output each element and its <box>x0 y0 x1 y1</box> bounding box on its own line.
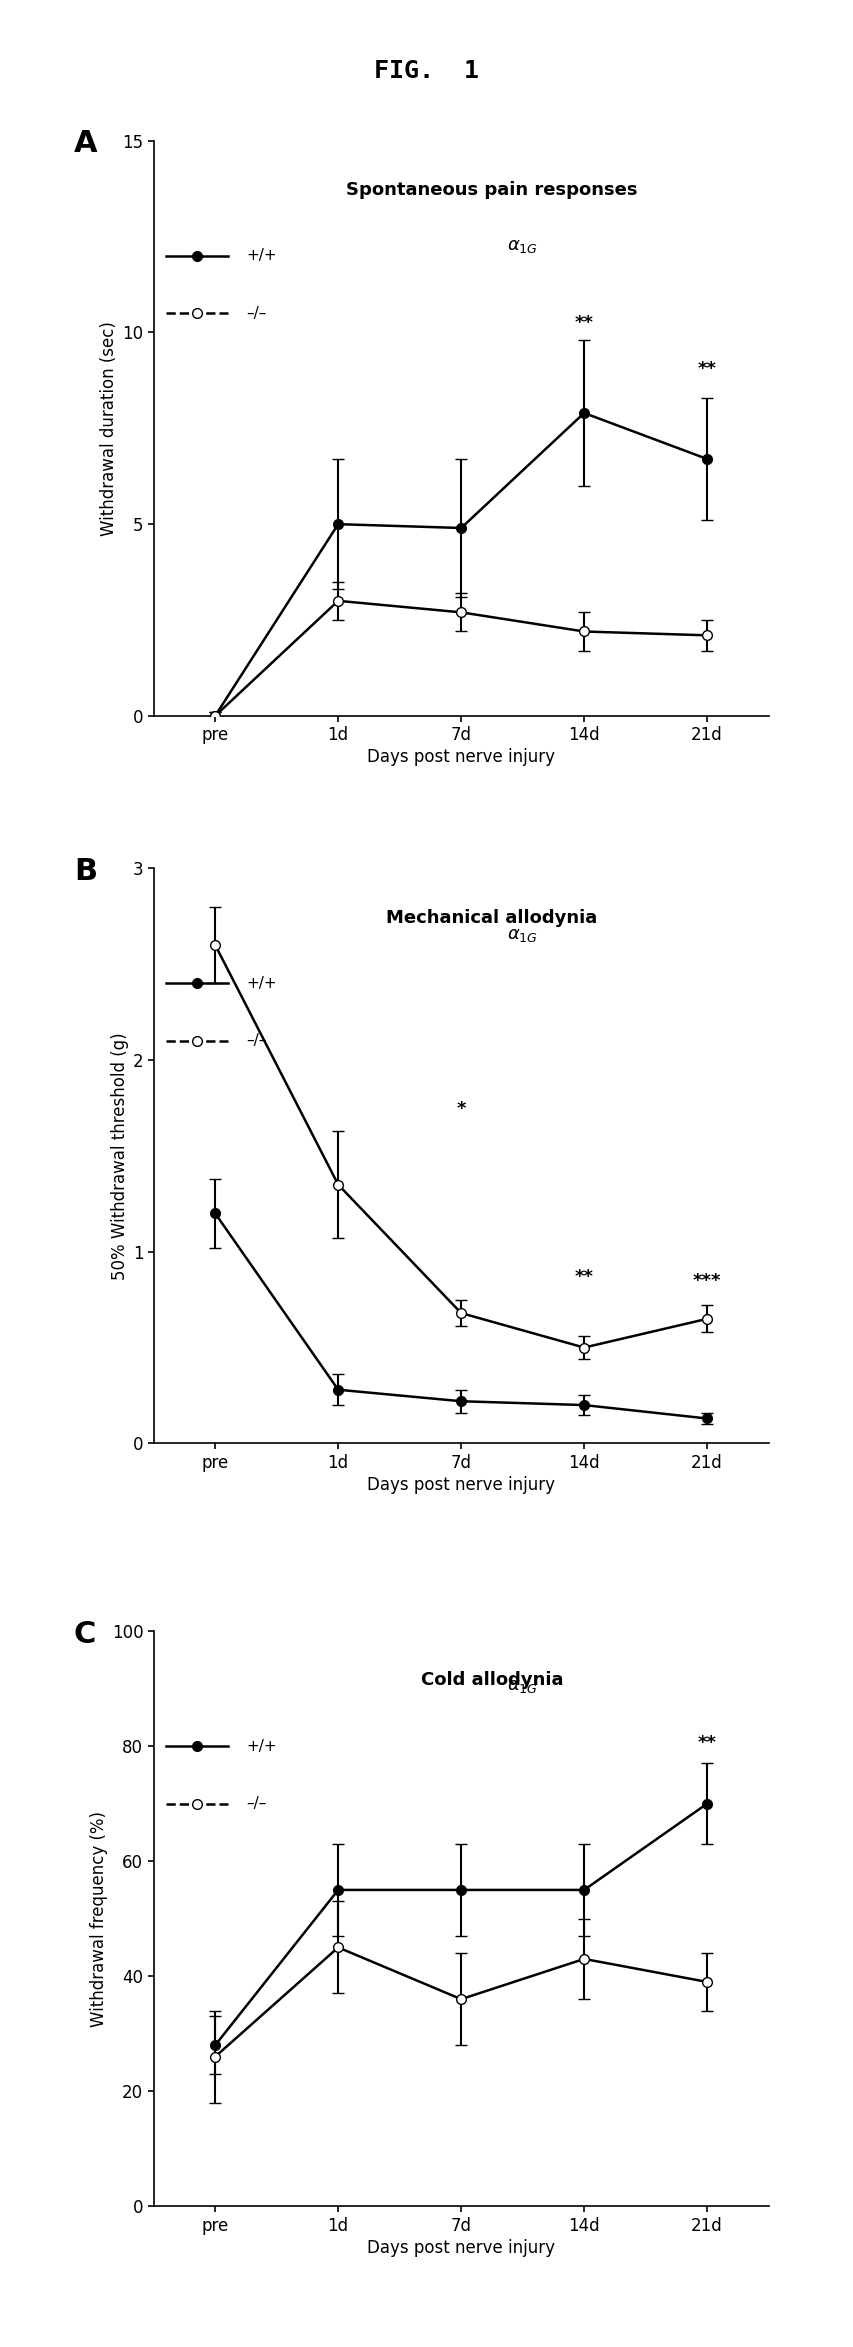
X-axis label: Days post nerve injury: Days post nerve injury <box>367 749 554 767</box>
Text: **: ** <box>574 314 593 333</box>
Text: *: * <box>456 1098 466 1117</box>
Text: ***: *** <box>692 1272 721 1291</box>
Text: $\alpha_{1G}$: $\alpha_{1G}$ <box>507 237 537 256</box>
Text: +/+: +/+ <box>246 249 276 263</box>
Text: Mechanical allodynia: Mechanical allodynia <box>386 908 597 927</box>
Text: C: C <box>73 1619 96 1648</box>
X-axis label: Days post nerve injury: Days post nerve injury <box>367 2239 554 2258</box>
Y-axis label: 50% Withdrawal threshold (g): 50% Withdrawal threshold (g) <box>110 1033 128 1279</box>
Text: –/–: –/– <box>246 1795 266 1812</box>
Text: **: ** <box>697 361 716 378</box>
Text: **: ** <box>574 1267 593 1286</box>
Y-axis label: Withdrawal frequency (%): Withdrawal frequency (%) <box>90 1810 107 2028</box>
Text: $\alpha_{1G}$: $\alpha_{1G}$ <box>507 927 537 943</box>
Text: **: ** <box>697 1734 716 1751</box>
Text: –/–: –/– <box>246 1033 266 1049</box>
Text: FIG.  1: FIG. 1 <box>374 59 479 82</box>
Text: +/+: +/+ <box>246 1739 276 1753</box>
Text: +/+: +/+ <box>246 976 276 990</box>
Text: B: B <box>73 857 96 885</box>
Text: Cold allodynia: Cold allodynia <box>421 1671 562 1690</box>
Y-axis label: Withdrawal duration (sec): Withdrawal duration (sec) <box>100 322 118 535</box>
Text: –/–: –/– <box>246 305 266 322</box>
Text: A: A <box>73 129 97 157</box>
Text: Spontaneous pain responses: Spontaneous pain responses <box>345 181 637 199</box>
Text: $\alpha_{1G}$: $\alpha_{1G}$ <box>507 1678 537 1695</box>
X-axis label: Days post nerve injury: Days post nerve injury <box>367 1476 554 1495</box>
